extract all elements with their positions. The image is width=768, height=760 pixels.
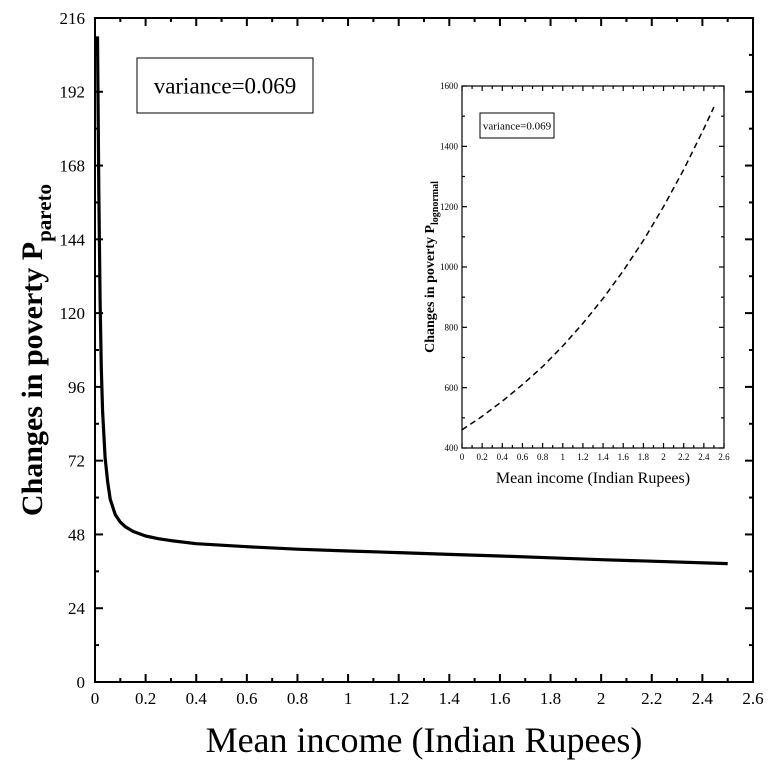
- x-tick-label: 1.4: [439, 689, 461, 708]
- y-tick-label: 168: [60, 157, 86, 176]
- x-tick-label: 0: [460, 452, 465, 462]
- y-tick-label: 0: [77, 673, 86, 692]
- x-tick-label: 2.2: [678, 452, 689, 462]
- x-tick-label: 0.8: [537, 452, 549, 462]
- y-tick-label: 120: [60, 304, 86, 323]
- x-tick-label: 0.2: [477, 452, 488, 462]
- y-tick-label: 144: [60, 230, 86, 249]
- x-tick-label: 1: [344, 689, 353, 708]
- x-tick-label: 1.2: [577, 452, 588, 462]
- y-tick-label: 96: [68, 378, 85, 397]
- y-tick-label: 192: [60, 83, 86, 102]
- y-tick-label: 1400: [440, 141, 459, 151]
- y-tick-label: 48: [68, 525, 85, 544]
- y-axis-title-main: Changes in poverty P: [16, 242, 49, 516]
- x-axis-title: Mean income (Indian Rupees): [496, 470, 690, 487]
- series-line-0: [461, 106, 715, 431]
- y-tick-label: 1200: [440, 202, 459, 212]
- main-plot: 0 0.2 0.4 0.6 0.8 1 1.2 1.4 1.6 1.8 2 2.2 2.4 2.6 0 24 4…: [16, 9, 764, 760]
- x-tick-label: 0.2: [135, 689, 156, 708]
- x-tick-label: 1.4: [597, 452, 609, 462]
- plot-frame: [461, 85, 725, 449]
- x-tick-label: 1: [561, 452, 566, 462]
- x-tick-label: 0.8: [287, 689, 308, 708]
- y-tick-label: 1000: [440, 262, 459, 272]
- x-tick-label: 2.6: [742, 689, 763, 708]
- x-tick-label: 0.6: [236, 689, 257, 708]
- y-tick-label: 600: [445, 383, 459, 393]
- annotation-box: [479, 112, 555, 139]
- y-axis-title: Changes in poverty Ppareto: [16, 184, 56, 516]
- y-axis-title: Changes in poverty Plognormal: [423, 181, 441, 353]
- x-tick-label: 1.6: [489, 689, 510, 708]
- x-tick-label: 2.2: [641, 689, 662, 708]
- x-tick-label: 1.8: [540, 689, 561, 708]
- x-tick-label: 2.6: [718, 452, 730, 462]
- y-axis-title-subscript: pareto: [32, 184, 56, 242]
- annotation-text: variance=0.069: [483, 120, 552, 132]
- x-axis-title: Mean income (Indian Rupees): [206, 720, 643, 760]
- annotation-text: variance=0.069: [154, 74, 297, 99]
- y-tick-label: 1600: [440, 81, 459, 91]
- y-tick-label: 72: [68, 452, 85, 471]
- x-tick-label: 1.2: [388, 689, 409, 708]
- y-tick-label: 24: [68, 599, 86, 618]
- x-tick-label: 0.4: [186, 689, 208, 708]
- inset-plot: 0 0.2 0.4 0.6 0.8 1 1.2 1.4 1.6 1.8 2 2.2 2.4 2.6 400 6…: [423, 81, 730, 487]
- x-tick-label: 2: [597, 689, 606, 708]
- y-tick-label: 400: [445, 443, 459, 453]
- series-line-0: [95, 36, 728, 566]
- y-tick-label: 800: [445, 322, 459, 332]
- x-tick-label: 2.4: [698, 452, 710, 462]
- x-tick-label: 1.6: [618, 452, 630, 462]
- x-tick-label: 2.4: [692, 689, 714, 708]
- annotation-box: [136, 57, 314, 114]
- y-axis-title-subscript: lognormal: [430, 181, 441, 225]
- y-axis-title-main: Changes in poverty P: [423, 225, 438, 353]
- x-tick-label: 2: [661, 452, 666, 462]
- x-tick-label: 0.6: [517, 452, 529, 462]
- x-tick-label: 0: [91, 689, 100, 708]
- x-tick-label: 1.8: [638, 452, 650, 462]
- x-tick-label: 0.4: [497, 452, 509, 462]
- y-tick-label: 216: [60, 9, 86, 28]
